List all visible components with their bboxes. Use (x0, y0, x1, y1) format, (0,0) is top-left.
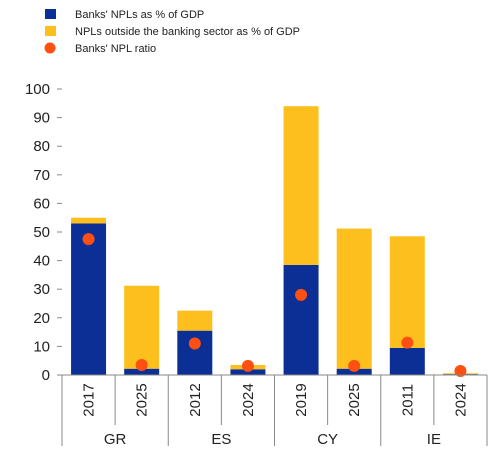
npl-ratio-point-5 (348, 359, 361, 372)
y-axis: 0 10 20 30 40 50 60 70 80 90 100 (25, 81, 62, 384)
bar-banks-npl-4 (283, 264, 319, 375)
y-tick-label: 10 (33, 338, 50, 355)
npl-ratio-point-7 (454, 364, 467, 377)
chart-legend: Banks' NPLs as % of GDP NPLs outside the … (44, 9, 300, 55)
x-category-label: 2019 (293, 383, 310, 416)
bar-series (71, 106, 478, 375)
bar-outside-npl-2 (177, 310, 213, 331)
y-tick-label: 60 (33, 195, 50, 212)
npl-ratio-point-3 (241, 359, 254, 372)
npl-ratio-markers (82, 233, 467, 377)
y-tick-label: 50 (33, 224, 50, 241)
legend-swatch-1 (45, 26, 56, 36)
x-category-label: 2012 (187, 383, 204, 416)
bar-outside-npl-4 (283, 106, 319, 265)
bar-banks-npl-5 (336, 368, 372, 375)
bar-outside-npl-1 (124, 285, 160, 369)
y-tick-label: 100 (25, 81, 50, 98)
npl-ratio-point-4 (295, 288, 308, 301)
legend-label-2: Banks' NPL ratio (75, 43, 156, 55)
x-category-label: 2011 (399, 384, 416, 416)
legend-label-1: NPLs outside the banking sector as % of … (75, 26, 300, 38)
legend-swatch-2 (44, 42, 56, 54)
y-tick-label: 80 (33, 138, 50, 155)
x-group-label: ES (211, 431, 231, 448)
y-tick-label: 40 (33, 253, 50, 270)
y-tick-label: 30 (33, 281, 50, 298)
bar-banks-npl-0 (71, 223, 107, 375)
bar-outside-npl-0 (71, 217, 107, 224)
npl-ratio-point-0 (82, 233, 95, 246)
x-group-label: IE (427, 431, 441, 448)
x-group-label: CY (317, 431, 338, 448)
npl-ratio-point-6 (401, 336, 414, 349)
y-tick-label: 20 (33, 310, 50, 327)
bar-outside-npl-6 (389, 236, 425, 348)
bar-banks-npl-2 (177, 330, 213, 375)
bar-outside-npl-5 (336, 228, 372, 369)
legend-label-0: Banks' NPLs as % of GDP (75, 9, 204, 21)
y-tick-label: 70 (33, 167, 50, 184)
x-axis: 2017 2025 2012 2024 2019 2025 2011 2024 GR ES CY IE (61, 374, 488, 448)
y-tick-label: 90 (33, 110, 50, 127)
x-category-label: 2017 (81, 383, 98, 416)
x-category-label: 2024 (240, 383, 257, 416)
bar-banks-npl-1 (124, 368, 160, 375)
x-category-label: 2025 (134, 383, 151, 416)
npl-ratio-point-1 (135, 358, 148, 371)
x-category-label: 2024 (452, 383, 469, 416)
bar-banks-npl-6 (389, 347, 425, 375)
legend-swatch-0 (45, 9, 56, 19)
x-category-label: 2025 (346, 383, 363, 416)
y-tick-label: 0 (42, 367, 50, 384)
bar-banks-npl-3 (230, 369, 266, 375)
npl-ratio-point-2 (188, 337, 201, 350)
x-group-label: GR (104, 431, 127, 448)
